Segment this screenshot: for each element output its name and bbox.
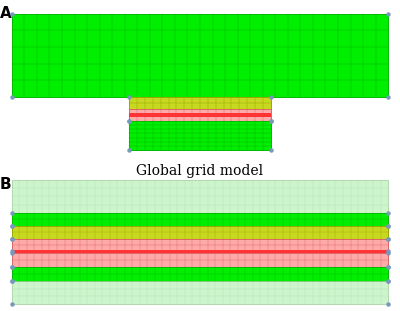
Bar: [12, 180, 388, 213]
Bar: [12, 253, 388, 267]
Bar: [12, 281, 388, 304]
Bar: [12, 226, 388, 239]
Text: A: A: [0, 6, 12, 21]
Bar: [130, 109, 270, 121]
Bar: [12, 239, 388, 251]
Bar: [130, 113, 270, 117]
Bar: [12, 250, 388, 253]
Text: Global grid model: Global grid model: [136, 165, 264, 179]
Bar: [12, 213, 388, 226]
Text: B: B: [0, 177, 12, 193]
Bar: [130, 121, 270, 150]
Bar: [130, 97, 270, 109]
Bar: [12, 267, 388, 281]
Bar: [12, 14, 388, 97]
